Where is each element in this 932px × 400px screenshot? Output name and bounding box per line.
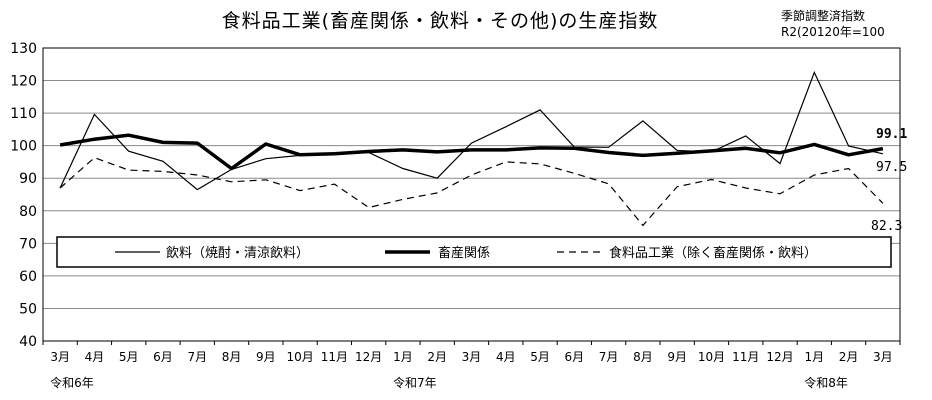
legend: 飲料（焼酎・清涼飲料） 畜産関係 食料品工業（除く畜産関係・飲料） (56, 236, 892, 268)
legend-box (56, 236, 892, 268)
x-tick-label: 8月 (222, 350, 242, 364)
x-tick-label: 6月 (153, 350, 173, 364)
x-tick-label: 11月 (732, 350, 759, 364)
x-tick-label: 6月 (565, 350, 585, 364)
x-tick-label: 5月 (119, 350, 139, 364)
legend-label: 飲料（焼酎・清涼飲料） (166, 245, 309, 261)
y-tick-label: 90 (19, 171, 37, 187)
y-tick-label: 130 (10, 41, 37, 57)
y-tick-label: 120 (10, 74, 37, 90)
y-tick-label: 50 (19, 301, 37, 317)
y-tick-label: 100 (10, 139, 37, 155)
era-label: 令和8年 (804, 375, 848, 390)
y-tick-label: 70 (19, 236, 37, 252)
x-tick-label: 8月 (633, 350, 653, 364)
y-tick-label: 110 (10, 106, 37, 122)
x-tick-label: 3月 (462, 350, 482, 364)
x-tick-label: 10月 (698, 350, 725, 364)
series-line-thin (59, 70, 884, 191)
x-tick-label: 9月 (256, 350, 276, 364)
end-value-label: 82.3 (871, 219, 902, 234)
index-type-note: 季節調整済指数 (781, 9, 866, 23)
x-tick-label: 3月 (50, 350, 70, 364)
series-line-thick (59, 133, 884, 171)
x-tick-label: 7月 (599, 350, 619, 364)
x-tick-label: 9月 (667, 350, 687, 364)
x-tick-label: 12月 (766, 350, 793, 364)
legend-label: 食料品工業（除く畜産関係・飲料） (609, 245, 817, 261)
x-tick-label: 7月 (187, 350, 207, 364)
x-tick-label: 3月 (873, 350, 893, 364)
plot-area-border (42, 47, 901, 342)
x-tick-label: 4月 (496, 350, 516, 364)
legend-label: 畜産関係 (438, 245, 490, 261)
x-tick-label: 1月 (804, 350, 824, 364)
end-value-label: 97.5 (876, 160, 907, 175)
era-label: 令和6年 (50, 375, 94, 390)
series-line-dashed (59, 157, 884, 227)
x-tick-label: 5月 (530, 350, 550, 364)
x-tick-label: 1月 (393, 350, 413, 364)
end-value-label: 99.1 (876, 127, 907, 142)
chart-title: 食料品工業(畜産関係・飲料・その他)の生産指数 (221, 10, 659, 32)
y-tick-label: 60 (19, 269, 37, 285)
x-tick-label: 10月 (286, 350, 313, 364)
x-tick-label: 2月 (427, 350, 447, 364)
base-year-note: R2(20120年=100 (781, 25, 885, 39)
x-tick-label: 12月 (355, 350, 382, 364)
y-tick-label: 40 (19, 334, 37, 350)
x-tick-label: 2月 (839, 350, 859, 364)
x-tick-label: 11月 (321, 350, 348, 364)
y-tick-label: 80 (19, 204, 37, 220)
era-label: 令和7年 (393, 375, 437, 390)
x-tick-label: 4月 (85, 350, 105, 364)
